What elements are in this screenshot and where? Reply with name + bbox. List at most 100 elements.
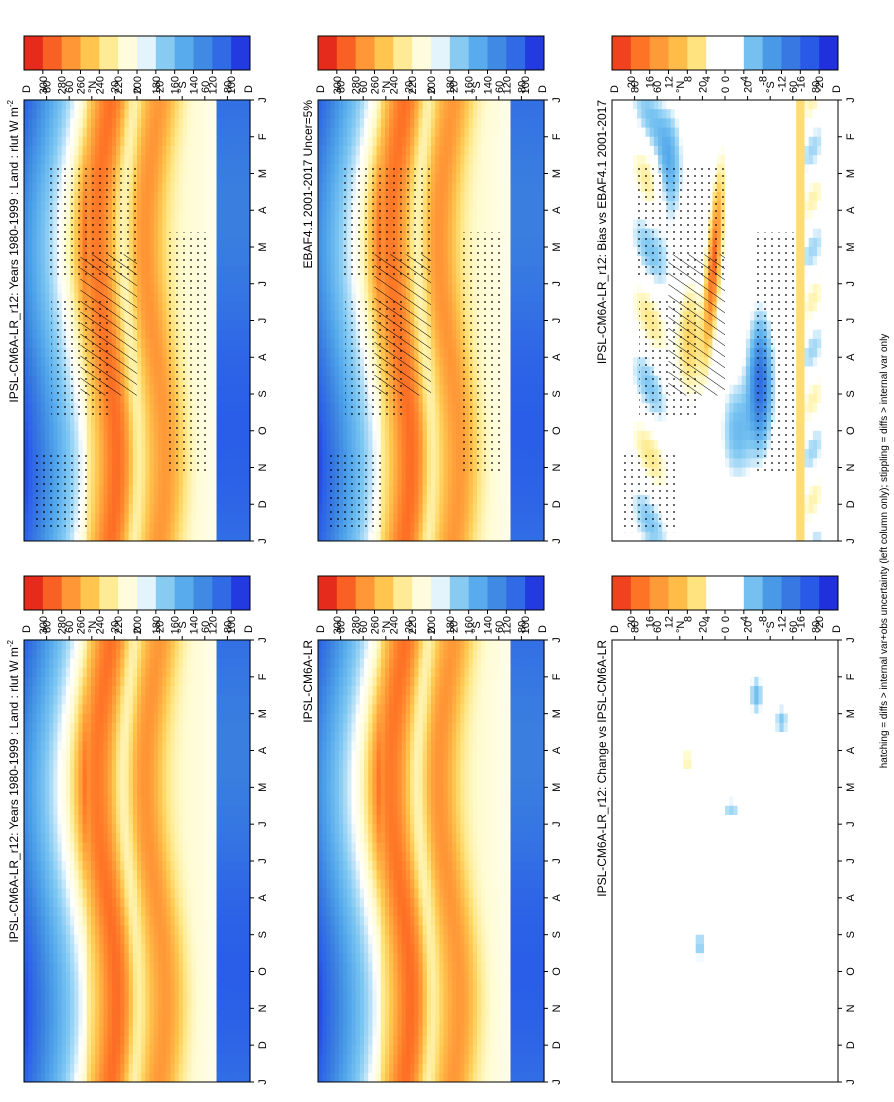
heat-cell xyxy=(28,778,33,788)
heat-cell xyxy=(200,916,205,926)
heat-cell xyxy=(91,1045,96,1055)
heat-cell xyxy=(95,741,100,751)
heat-cell xyxy=(170,962,175,972)
heat-cell xyxy=(196,695,201,705)
heat-cell xyxy=(179,750,184,760)
heat-cell xyxy=(120,685,125,695)
heat-cell xyxy=(191,136,196,146)
heat-cell xyxy=(53,741,58,751)
heat-cell xyxy=(32,246,37,256)
heat-cell xyxy=(200,741,205,751)
heat-cell xyxy=(145,879,150,889)
heat-cell xyxy=(225,366,230,376)
heat-cell xyxy=(229,879,234,889)
heat-cell xyxy=(145,731,150,741)
heat-cell xyxy=(112,934,117,944)
heat-cell xyxy=(32,1045,37,1055)
heat-cell xyxy=(112,943,117,953)
heat-cell xyxy=(70,943,75,953)
heat-cell xyxy=(87,943,92,953)
x-tick-label: M xyxy=(257,169,269,178)
heat-cell xyxy=(141,274,146,284)
heat-cell xyxy=(212,851,217,861)
heat-cell xyxy=(104,897,109,907)
heat-cell xyxy=(133,971,138,981)
heat-cell xyxy=(99,934,104,944)
heat-cell xyxy=(187,1035,192,1045)
heat-cell xyxy=(37,210,42,220)
heat-cell xyxy=(141,329,146,339)
heat-cell xyxy=(28,879,33,889)
heat-cell xyxy=(37,531,42,541)
heat-cell xyxy=(108,842,113,852)
heat-cell xyxy=(175,952,180,962)
heat-cell xyxy=(78,833,83,843)
heat-cell xyxy=(150,1017,155,1027)
heat-cell xyxy=(124,787,129,797)
heat-cell xyxy=(28,713,33,723)
heat-cell xyxy=(183,219,188,229)
heat-cell xyxy=(116,118,121,128)
heat-cell xyxy=(112,824,117,834)
heat-cell xyxy=(196,713,201,723)
heat-cell xyxy=(158,805,163,815)
heat-cell xyxy=(74,741,79,751)
heat-cell xyxy=(242,870,247,880)
heat-cell xyxy=(158,393,163,403)
heat-cell xyxy=(158,522,163,532)
heat-cell xyxy=(66,833,71,843)
heat-cell xyxy=(32,962,37,972)
heat-cell xyxy=(225,750,230,760)
heat-cell xyxy=(70,897,75,907)
heat-cell xyxy=(175,182,180,192)
heat-cell xyxy=(145,347,150,357)
heat-cell xyxy=(32,1026,37,1036)
heat-cell xyxy=(28,1063,33,1073)
heat-cell xyxy=(133,458,138,468)
heat-cell xyxy=(41,237,46,247)
heat-cell xyxy=(124,485,129,495)
heat-cell xyxy=(78,750,83,760)
heat-cell xyxy=(32,412,37,422)
heat-cell xyxy=(217,934,222,944)
heat-cell xyxy=(183,695,188,705)
heat-cell xyxy=(129,449,134,459)
heat-cell xyxy=(124,1008,129,1018)
heat-cell xyxy=(217,485,222,495)
heat-cell xyxy=(217,1072,222,1082)
heat-cell xyxy=(204,906,209,916)
heat-cell xyxy=(158,925,163,935)
heat-cell xyxy=(95,109,100,119)
heat-cell xyxy=(116,879,121,889)
heat-cell xyxy=(87,1072,92,1082)
heat-cell xyxy=(41,127,46,137)
heat-cell xyxy=(208,127,213,137)
x-tick-label: D xyxy=(257,500,269,508)
heat-cell xyxy=(204,731,209,741)
heat-cell xyxy=(141,109,146,119)
heat-cell xyxy=(37,971,42,981)
heat-cell xyxy=(225,155,230,165)
heat-cell xyxy=(120,1072,125,1082)
heat-cell xyxy=(154,796,159,806)
heat-cell xyxy=(166,1063,171,1073)
heat-cell xyxy=(62,851,67,861)
heat-cell xyxy=(212,1026,217,1036)
heat-cell xyxy=(175,476,180,486)
heat-cell xyxy=(200,980,205,990)
heat-cell xyxy=(191,1017,196,1027)
heat-cell xyxy=(158,155,163,165)
heat-cell xyxy=(87,741,92,751)
heat-cell xyxy=(45,1008,50,1018)
heat-cell xyxy=(112,412,117,422)
heat-cell xyxy=(112,888,117,898)
heat-cell xyxy=(99,504,104,514)
heat-cell xyxy=(237,329,242,339)
heat-cell xyxy=(208,962,213,972)
heat-cell xyxy=(229,476,234,486)
heat-cell xyxy=(137,522,142,532)
heat-cell xyxy=(158,421,163,431)
heat-cell xyxy=(217,292,222,302)
heat-cell xyxy=(32,347,37,357)
heat-cell xyxy=(49,888,54,898)
